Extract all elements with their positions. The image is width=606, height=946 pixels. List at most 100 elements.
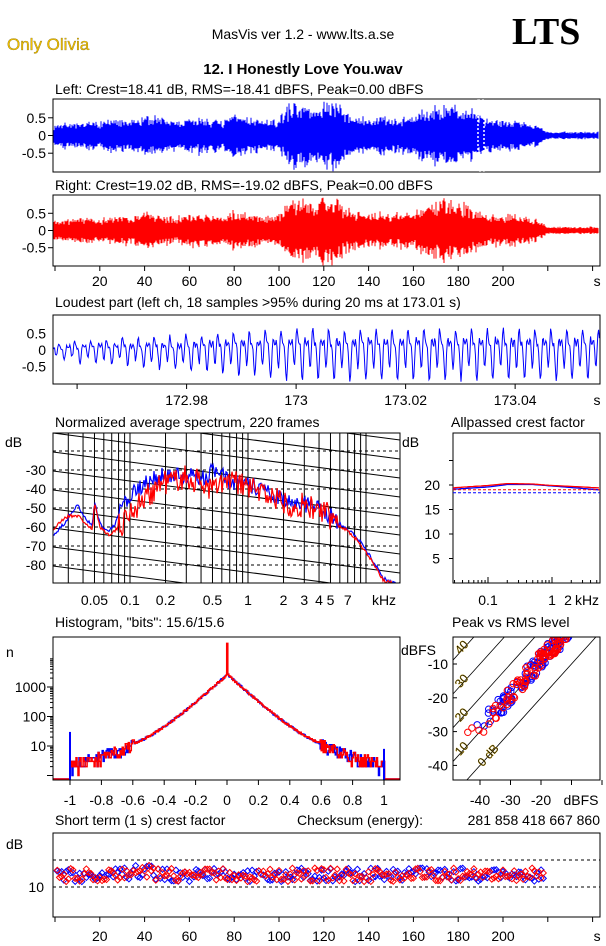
crest-point-right [333,865,341,873]
peakrms-point-right [564,637,571,639]
peakrms-point-right [534,664,543,672]
histogram-xtick-label: -0.8 [89,792,113,808]
crest-point-right [152,876,160,884]
histogram-caption: Histogram, "bits": 15.6/15.6 [55,614,225,630]
crest-point-right [409,874,418,882]
crest-point-right [60,870,68,878]
spectrum-slope-line [53,565,188,583]
spectrum-xtick-label: 7 [344,592,352,608]
loudest-caption: Loudest part (left ch, 18 samples >95% d… [55,294,461,310]
crest-point-right [351,870,359,878]
crest-xtick-label: 100 [267,928,291,944]
crest-point-right [183,869,191,878]
crest-point-left [311,872,319,880]
crest-point-right [411,865,420,873]
crest-point-right [217,873,225,882]
crest-point-right [385,870,393,878]
spectrum-slope-line [53,546,335,583]
loudest-xtick-label: 172.98 [165,392,208,408]
crest-point-left [228,873,236,881]
histogram-series-left [53,672,400,780]
spectrum-ytick-label: -60 [26,519,46,535]
peakrms-crest-line [466,637,597,780]
allpass-ytick-label: 10 [424,526,440,542]
peakrms-point-right [537,662,545,670]
crest-point-right [512,876,521,885]
peakrms-point-right [554,637,561,639]
crest-point-right [441,867,449,876]
crest-point-right [517,870,525,878]
histogram-xtick-label: 0.8 [343,792,363,808]
histogram-ytick-label: 100 [23,709,47,725]
crest-point-right [286,870,294,878]
crest-point-right [290,876,299,884]
crest-point-right [530,867,539,875]
histogram-series-right [53,642,400,780]
histogram-ytick-label: 10 [30,738,46,754]
crest-point-right [261,872,270,880]
crest-point-right [111,871,120,880]
crest-point-right [465,869,474,878]
right-caption: Right: Crest=19.02 dB, RMS=-19.02 dBFS, … [55,177,433,193]
peakrms-point-right [536,652,544,660]
crest-point-right [277,875,285,884]
histogram-plot [53,642,400,780]
crest-xtick-label: 180 [447,928,471,944]
peakrms-point-right [523,669,531,678]
artist-label: Only Olivia [7,35,90,54]
peakrms-point-left [569,624,575,630]
crest-point-right [389,877,397,886]
crest-point-right [154,865,162,873]
peakrms-point-right [531,665,539,674]
spectrum-slope-line [53,527,400,574]
crest-point-right [194,873,203,882]
histogram-xtick-label: 0.2 [249,792,269,808]
crest-point-right [535,868,543,876]
spectrum-slope-line [53,357,400,402]
crest-point-right [69,866,77,874]
peakrms-point-right [509,692,518,701]
spectrum-ytick-label: -40 [26,481,46,497]
crest-point-right [452,868,460,876]
peakrms-ytick-label: -10 [428,656,448,672]
time-axis-label: s [594,273,601,289]
peakrms-point-right [569,629,575,635]
crest-point-left [387,872,395,881]
crest-point-right [461,872,469,881]
crest-ylabel: dB [6,836,23,852]
crest-point-right [387,876,395,885]
spectrum-xtick-label: 0.5 [203,592,223,608]
crest-point-right [149,864,158,872]
crest-point-left [380,875,388,884]
crest-point-right [355,872,364,881]
crest-point-left [53,867,61,875]
crest-point-right [425,866,433,875]
crest-caption: Short term (1 s) crest factor [55,812,226,828]
peakrms-ytick-label: -30 [428,724,448,740]
spectrum-ytick-label: -50 [26,500,46,516]
spectrum-xtick-label: 0.05 [81,592,108,608]
histogram-ylabel: n [6,644,14,660]
allpass-series-right [452,482,600,489]
crest-point-right [165,867,173,875]
peakrms-point-right [504,693,512,702]
allpass-xtick-label: 1 [548,592,556,608]
crest-point-right [120,874,129,882]
crest-point-right [414,864,422,873]
crest-point-right [208,868,216,877]
peakrms-point-right [543,641,551,649]
crest-point-right [402,871,411,879]
crest-point-right [167,864,176,873]
crest-point-right [503,872,512,880]
peakrms-point-left [499,695,507,703]
checksum-value: 281 858 418 667 860 [468,812,601,828]
allpass-ytick-label: 15 [424,502,440,518]
crest-point-left [66,869,75,877]
peakrms-point-right [562,637,567,638]
crest-point-right [324,876,332,885]
crest-point-right [232,876,241,885]
app-title: MasVis ver 1.2 - www.lts.a.se [212,26,395,42]
peakrms-xtick-label: dBFS [563,792,598,808]
crest-point-left [288,875,297,884]
peakrms-point-right [485,720,493,728]
